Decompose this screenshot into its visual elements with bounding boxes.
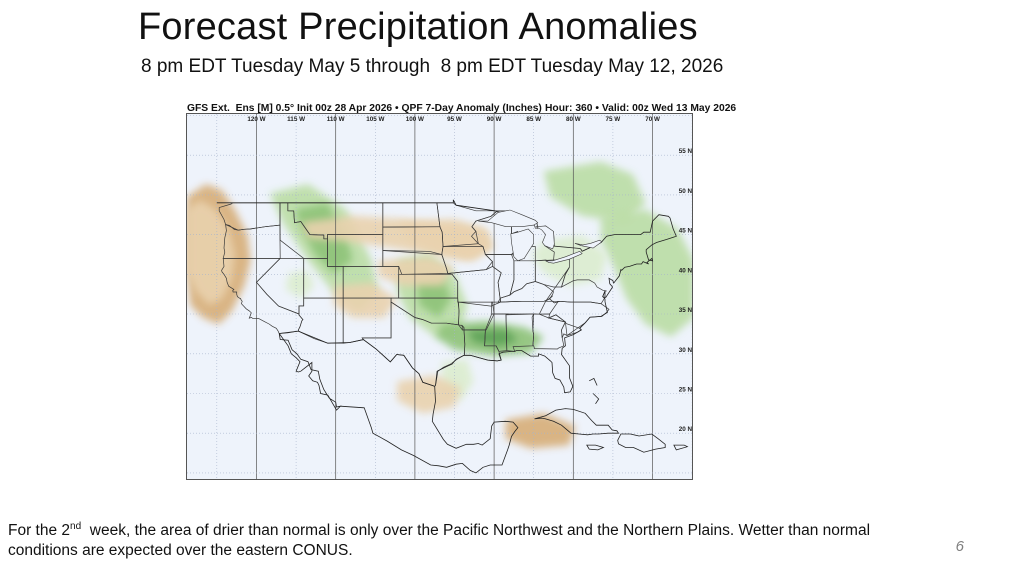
svg-text:85 W: 85 W (526, 116, 541, 123)
svg-text:100 W: 100 W (406, 116, 424, 123)
svg-text:50 N: 50 N (679, 188, 693, 195)
svg-text:115 W: 115 W (287, 116, 305, 123)
svg-text:105 W: 105 W (366, 116, 384, 123)
svg-text:25 N: 25 N (679, 387, 693, 394)
svg-text:120 W: 120 W (247, 116, 265, 123)
svg-text:55 N: 55 N (679, 148, 693, 155)
svg-text:95 W: 95 W (447, 116, 462, 123)
svg-text:45 N: 45 N (679, 228, 693, 235)
svg-text:70 W: 70 W (645, 116, 660, 123)
svg-text:35 N: 35 N (679, 307, 693, 314)
svg-text:60 N: 60 N (679, 114, 693, 116)
svg-text:110 W: 110 W (327, 116, 345, 123)
svg-text:20 N: 20 N (679, 426, 693, 433)
svg-text:80 W: 80 W (566, 116, 581, 123)
svg-text:40 N: 40 N (679, 267, 693, 274)
svg-text:30 N: 30 N (679, 347, 693, 354)
svg-text:75 W: 75 W (606, 116, 621, 123)
svg-text:90 W: 90 W (487, 116, 502, 123)
